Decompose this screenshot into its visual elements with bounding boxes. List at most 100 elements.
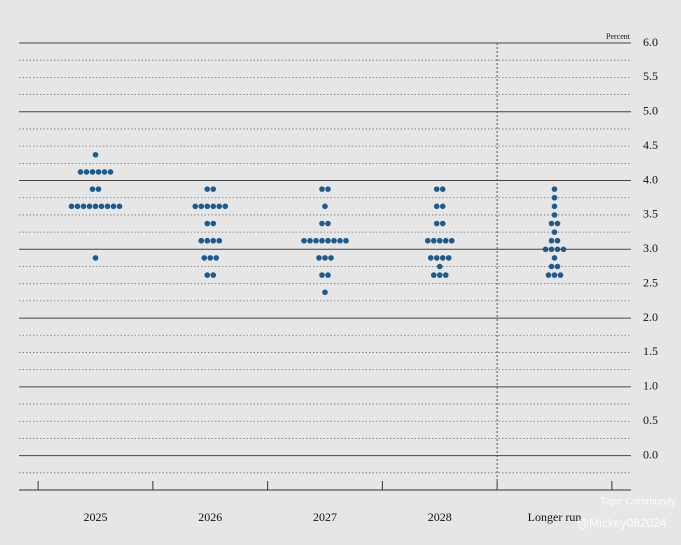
y-tick-label: 3.5: [643, 207, 658, 221]
dot: [210, 186, 217, 192]
dot: [92, 151, 99, 158]
dot: [313, 237, 319, 244]
dot: [319, 220, 325, 227]
dot: [328, 255, 334, 261]
dot: [548, 246, 555, 253]
dot: [430, 272, 437, 278]
dot: [301, 237, 307, 244]
dot: [433, 220, 440, 227]
dot: [554, 220, 561, 227]
dot: [433, 203, 440, 210]
dot: [442, 237, 449, 244]
dot: [86, 203, 93, 210]
dot: [554, 263, 561, 270]
dot: [77, 169, 84, 175]
dot: [89, 186, 96, 192]
dot: [116, 203, 123, 210]
x-tick-label: 2027: [313, 510, 337, 524]
dot: [92, 255, 99, 261]
dot: [433, 186, 440, 192]
dot: [322, 203, 328, 210]
dot: [101, 169, 108, 175]
dot: [560, 246, 567, 253]
y-tick-label: 4.0: [643, 172, 658, 186]
dot: [204, 186, 211, 192]
dot: [551, 272, 558, 278]
dot: [551, 203, 558, 210]
dot: [430, 237, 437, 244]
dot: [216, 203, 223, 210]
dot: [204, 203, 211, 210]
x-tick-label: 2026: [198, 510, 222, 524]
dot: [92, 203, 99, 210]
dot: [204, 220, 211, 227]
dot: [554, 237, 561, 244]
dot: [557, 272, 564, 278]
dot: [433, 255, 440, 261]
dot: [222, 203, 229, 210]
dot: [74, 203, 81, 210]
dot: [319, 186, 325, 192]
dot: [204, 272, 211, 278]
dot: [551, 186, 558, 192]
dot: [325, 272, 331, 278]
y-tick-label: 3.0: [643, 241, 658, 255]
dot: [198, 203, 205, 210]
dot: [325, 220, 331, 227]
dot: [343, 237, 349, 244]
dot: [107, 169, 114, 175]
dot: [210, 237, 217, 244]
dot: [439, 186, 446, 192]
dot: [542, 246, 549, 253]
dot: [442, 272, 449, 278]
dot: [439, 255, 446, 261]
dot: [192, 203, 199, 210]
dot: [325, 237, 331, 244]
dot: [448, 237, 455, 244]
dot: [68, 203, 75, 210]
y-tick-label: 0.0: [643, 447, 658, 461]
dot: [89, 169, 96, 175]
dot: [554, 246, 561, 253]
dot: [551, 229, 558, 235]
dot: [210, 272, 217, 278]
y-tick-label: 5.5: [643, 69, 658, 83]
dot: [322, 289, 328, 296]
dot: [307, 237, 313, 244]
dot: [83, 169, 90, 175]
dot: [110, 203, 117, 210]
dot: [210, 220, 217, 227]
dot: [319, 237, 325, 244]
dot: [198, 237, 205, 244]
dot: [80, 203, 87, 210]
y-tick-label: 1.0: [643, 379, 658, 393]
dot: [216, 237, 223, 244]
x-tick-label: 2025: [84, 510, 108, 524]
dot: [439, 220, 446, 227]
watermark: Tiger Community: [600, 497, 676, 508]
y-tick-label: 5.0: [643, 104, 658, 118]
dot: [424, 237, 431, 244]
dot: [427, 255, 434, 261]
dot: [95, 169, 102, 175]
x-tick-label: 2028: [428, 510, 452, 524]
dot: [207, 255, 214, 261]
watermark: @Mickey082024: [577, 516, 667, 530]
dot: [551, 212, 558, 218]
dot: [322, 255, 328, 261]
y-tick-label: 2.5: [643, 275, 658, 289]
dot: [545, 272, 552, 278]
y-tick-label: 1.5: [643, 344, 658, 358]
dot: [445, 255, 452, 261]
dot: [201, 255, 208, 261]
dot: [325, 186, 331, 192]
y-tick-label: 2.0: [643, 310, 658, 324]
dot: [439, 203, 446, 210]
y-tick-label: 6.0: [643, 35, 658, 49]
dot: [436, 237, 443, 244]
x-tick-label: Longer run: [528, 510, 582, 524]
dot: [337, 237, 343, 244]
y-tick-label: 4.5: [643, 138, 658, 152]
dot: [204, 237, 211, 244]
